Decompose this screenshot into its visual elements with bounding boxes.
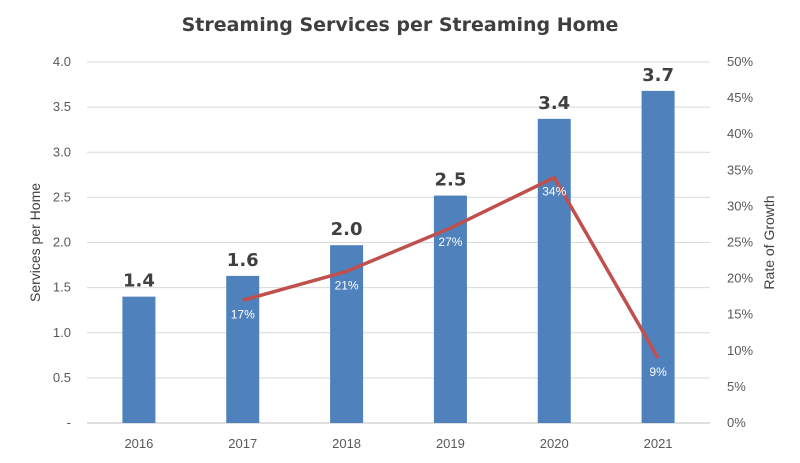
y-tick-label: 2.5 <box>53 189 71 204</box>
y2-tick-label: 45% <box>727 90 753 105</box>
y-tick-label: 2.0 <box>53 235 71 250</box>
x-tick-label: 2019 <box>436 436 465 451</box>
x-tick-label: 2018 <box>332 436 361 451</box>
bar-data-label: 2.0 <box>331 219 363 240</box>
bar <box>537 118 571 424</box>
y-tick-label: 1.0 <box>53 325 71 340</box>
y2-tick-label: 40% <box>727 126 753 141</box>
chart-title: Streaming Services per Streaming Home <box>181 14 619 36</box>
bar-data-label: 1.6 <box>227 250 259 271</box>
y-tick-label: 3.0 <box>53 144 71 159</box>
bar <box>122 296 156 423</box>
y2-tick-label: 30% <box>727 198 753 213</box>
y2-tick-label: 5% <box>727 379 746 394</box>
growth-line <box>242 175 660 359</box>
line-data-label: 27% <box>438 235 462 249</box>
line-data-label: 9% <box>649 365 667 379</box>
y2-tick-label: 20% <box>727 271 753 286</box>
y-tick-label: - <box>67 415 71 430</box>
y-tick-label: 1.5 <box>53 280 71 295</box>
y2-axis-title: Rate of Growth <box>761 195 777 289</box>
line-data-label: 21% <box>335 278 359 292</box>
y2-tick-label: 10% <box>727 343 753 358</box>
bar-data-label: 1.4 <box>123 271 155 292</box>
bar-data-label: 3.4 <box>538 93 570 114</box>
bar <box>226 275 260 423</box>
x-tick-label: 2016 <box>124 436 153 451</box>
line-data-label: 34% <box>542 185 566 199</box>
bar <box>641 90 675 423</box>
y2-tick-label: 25% <box>727 235 753 250</box>
bar-data-label: 3.7 <box>642 65 674 86</box>
y2-tick-label: 35% <box>727 162 753 177</box>
x-tick-label: 2020 <box>540 436 569 451</box>
y-tick-label: 3.5 <box>53 99 71 114</box>
y2-tick-label: 50% <box>727 54 753 69</box>
line-data-label: 17% <box>231 307 255 321</box>
y-tick-label: 4.0 <box>53 54 71 69</box>
y2-tick-label: 15% <box>727 307 753 322</box>
y-axis-title: Services per Home <box>27 183 43 302</box>
y-tick-label: 0.5 <box>53 370 71 385</box>
x-tick-label: 2017 <box>228 436 257 451</box>
bar-data-label: 2.5 <box>434 170 466 191</box>
y2-tick-label: 0% <box>727 415 746 430</box>
x-tick-label: 2021 <box>644 436 673 451</box>
